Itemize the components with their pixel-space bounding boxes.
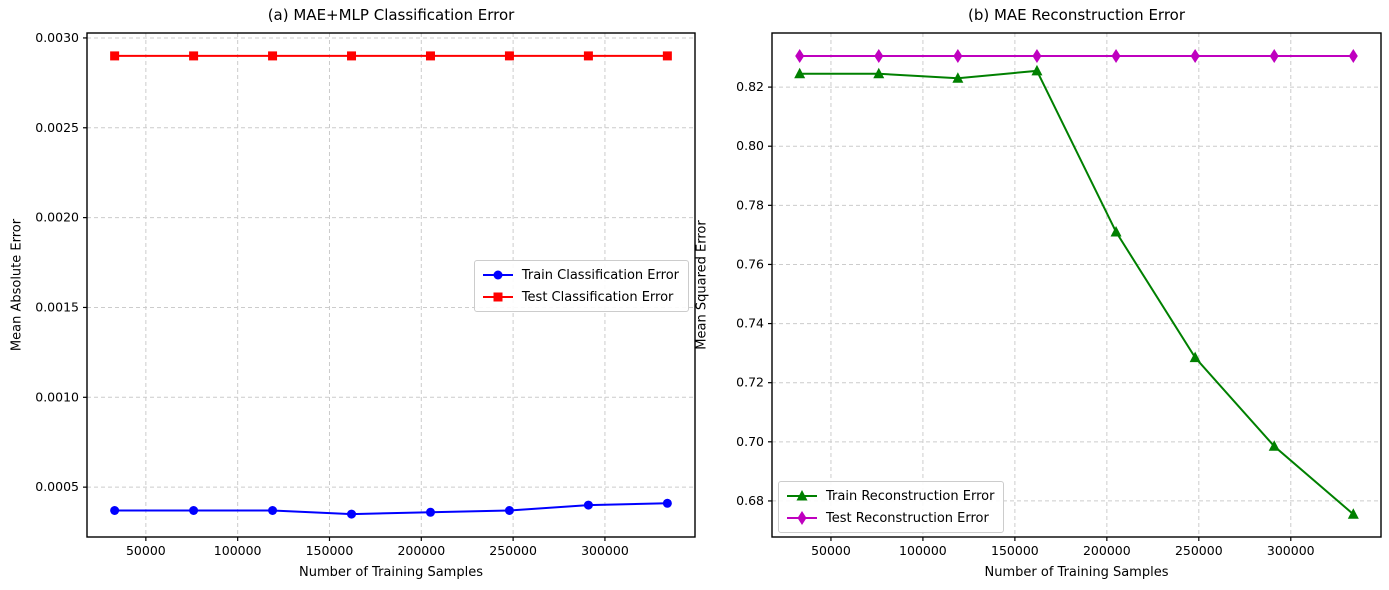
y-tick-label: 0.80 xyxy=(736,138,764,153)
series-marker-diamond xyxy=(1348,49,1358,64)
x-tick-label: 300000 xyxy=(581,543,629,558)
y-tick-label: 0.0030 xyxy=(35,30,79,45)
x-tick-label: 250000 xyxy=(489,543,537,558)
y-axis-label-reconstruction: Mean Squared Error xyxy=(694,220,710,350)
legend-entry: Train Classification Error xyxy=(482,265,679,285)
axes-frame xyxy=(86,32,696,538)
series-marker-circle xyxy=(504,505,514,515)
chart-title-reconstruction: (b) MAE Reconstruction Error xyxy=(967,6,1186,24)
series-marker-circle xyxy=(189,505,199,515)
legend-entry: Test Reconstruction Error xyxy=(786,508,994,528)
series-marker-diamond xyxy=(1032,49,1042,64)
legend-marker-square xyxy=(493,292,503,302)
series-marker-diamond xyxy=(953,49,963,64)
x-tick-label: 150000 xyxy=(306,543,354,558)
y-tick-label: 0.0020 xyxy=(35,210,79,225)
series-marker-diamond xyxy=(874,49,884,64)
y-tick-label: 0.72 xyxy=(736,375,764,390)
y-tick-label: 0.0015 xyxy=(35,299,79,314)
chart-title-classification: (a) MAE+MLP Classification Error xyxy=(267,6,515,24)
y-tick-label: 0.70 xyxy=(736,434,764,449)
series-marker-square xyxy=(662,51,672,61)
x-axis-label-classification: Number of Training Samples xyxy=(299,565,483,580)
x-tick-label: 50000 xyxy=(811,543,851,558)
series-marker-circle xyxy=(110,505,120,515)
series-marker-square xyxy=(583,51,593,61)
legend-label: Test Reconstruction Error xyxy=(826,510,989,526)
x-tick-label: 200000 xyxy=(397,543,445,558)
x-tick-label: 50000 xyxy=(126,543,166,558)
series-marker-square xyxy=(425,51,435,61)
series-marker-circle xyxy=(583,500,593,510)
series-marker-circle xyxy=(662,498,672,508)
series-marker-diamond xyxy=(795,49,805,64)
legend-entry: Test Classification Error xyxy=(482,287,679,307)
legend-marker-circle xyxy=(493,270,503,280)
series-marker-circle xyxy=(425,507,435,517)
series-marker-diamond xyxy=(1111,49,1121,64)
y-tick-label: 0.68 xyxy=(736,493,764,508)
y-tick-label: 0.0005 xyxy=(35,479,79,494)
x-tick-label: 200000 xyxy=(1083,543,1131,558)
y-tick-label: 0.82 xyxy=(736,79,764,94)
series-marker-triangle xyxy=(1189,351,1201,363)
series-marker-diamond xyxy=(1190,49,1200,64)
legend-triangle-sample-icon xyxy=(787,490,817,501)
x-tick-label: 150000 xyxy=(991,543,1039,558)
x-tick-label: 250000 xyxy=(1175,543,1223,558)
x-tick-label: 100000 xyxy=(214,543,262,558)
series-marker-triangle xyxy=(1031,64,1043,76)
legend-entry: Train Reconstruction Error xyxy=(786,486,994,506)
x-tick-label: 300000 xyxy=(1267,543,1315,558)
series-marker-triangle xyxy=(794,67,806,79)
legend-classification: Train Classification Error Test Classific… xyxy=(473,260,689,312)
series-marker-square xyxy=(504,51,514,61)
legend-reconstruction: Train Reconstruction Error Test Reconstru… xyxy=(778,481,1005,533)
legend-marker-triangle xyxy=(796,490,808,501)
legend-label: Train Reconstruction Error xyxy=(826,488,995,504)
panel-reconstruction-error: 50000 100000 150000 200000 250000 300000 0.68 0… xyxy=(736,32,1382,558)
legend-diamond-sample-icon xyxy=(787,511,817,525)
y-axis-label-classification: Mean Absolute Error xyxy=(9,218,25,352)
series-marker-square xyxy=(189,51,199,61)
series-marker-square xyxy=(268,51,278,61)
series-line-train-reconstruction-error xyxy=(799,69,1354,515)
legend-label: Train Classification Error xyxy=(521,267,679,283)
series-line-train-classification-error xyxy=(114,502,668,516)
legend-marker-diamond xyxy=(797,511,807,525)
series-marker-triangle xyxy=(1268,440,1280,451)
legend-square-sample-icon xyxy=(482,292,513,302)
series-marker-square xyxy=(110,51,120,61)
series-marker-diamond xyxy=(1269,49,1279,64)
series-marker-circle xyxy=(268,505,278,515)
series-marker-circle xyxy=(347,509,357,519)
y-tick-label: 0.74 xyxy=(736,316,764,331)
series-marker-triangle xyxy=(1347,508,1359,519)
y-tick-label: 0.0010 xyxy=(35,389,79,404)
legend-circle-sample-icon xyxy=(482,270,513,280)
series-marker-triangle xyxy=(1110,225,1122,237)
x-tick-label: 100000 xyxy=(899,543,947,558)
y-tick-label: 0.76 xyxy=(736,256,764,271)
series-marker-triangle xyxy=(873,67,885,79)
y-tick-label: 0.0025 xyxy=(35,120,79,135)
y-tick-label: 0.78 xyxy=(736,197,764,212)
axes-frame xyxy=(771,32,1382,538)
legend-label: Test Classification Error xyxy=(521,289,674,305)
series-marker-triangle xyxy=(952,72,964,83)
panel-classification-error: 50000 100000 150000 200000 250000 300000 0.000… xyxy=(35,30,696,558)
series-marker-square xyxy=(347,51,357,61)
x-axis-label-reconstruction: Number of Training Samples xyxy=(984,565,1169,580)
